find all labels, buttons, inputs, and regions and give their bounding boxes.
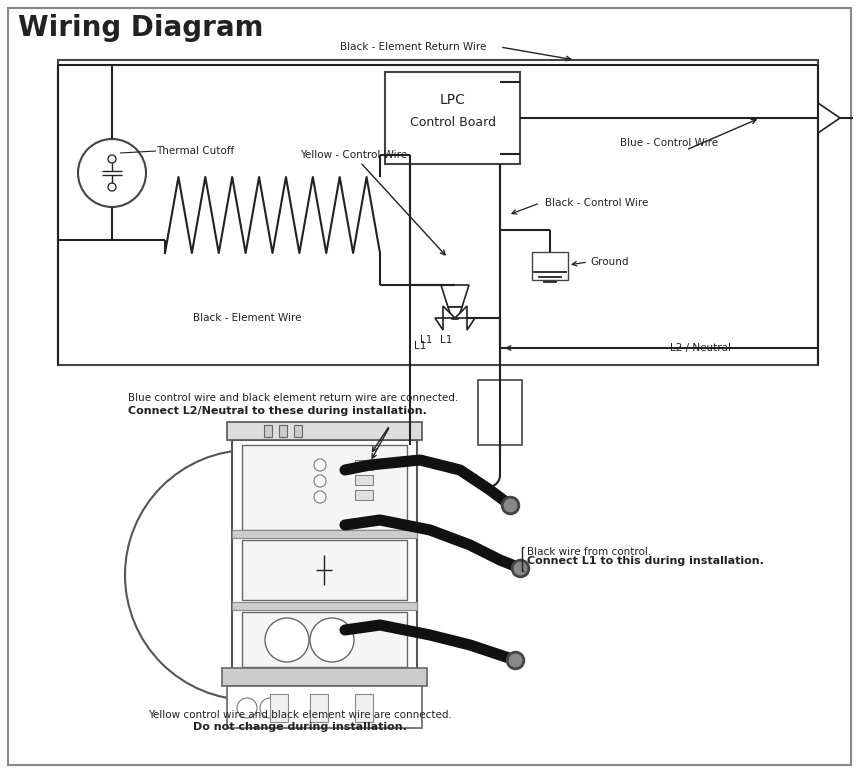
Bar: [478, 380, 522, 445]
Bar: [232, 440, 417, 695]
Text: Blue - Control Wire: Blue - Control Wire: [620, 138, 718, 148]
Polygon shape: [441, 285, 469, 307]
Text: Control Board: Control Board: [410, 115, 496, 128]
Text: L1: L1: [420, 335, 432, 345]
Bar: [310, 694, 328, 722]
Bar: [270, 694, 288, 722]
Polygon shape: [448, 307, 462, 319]
Bar: [242, 612, 407, 667]
Bar: [355, 475, 373, 485]
Text: Wiring Diagram: Wiring Diagram: [18, 14, 264, 42]
Bar: [227, 422, 422, 440]
Polygon shape: [435, 306, 455, 330]
Circle shape: [237, 698, 257, 718]
Circle shape: [265, 618, 309, 662]
Bar: [242, 540, 407, 600]
Bar: [355, 694, 373, 722]
Circle shape: [108, 155, 116, 163]
Text: Blue control wire and black element return wire are connected.: Blue control wire and black element retu…: [128, 393, 458, 403]
Circle shape: [314, 491, 326, 503]
Text: Black - Element Wire: Black - Element Wire: [192, 313, 302, 323]
Text: Black - Control Wire: Black - Control Wire: [545, 198, 649, 208]
Text: Yellow control wire and black element wire are connected.: Yellow control wire and black element wi…: [148, 710, 452, 720]
Bar: [232, 602, 417, 610]
Circle shape: [310, 618, 354, 662]
Bar: [58, 60, 818, 365]
Bar: [355, 490, 373, 500]
Circle shape: [78, 139, 146, 207]
Text: Yellow - Control Wire: Yellow - Control Wire: [300, 150, 407, 160]
Bar: [222, 668, 427, 686]
Text: Black wire from control.: Black wire from control.: [527, 547, 651, 557]
Text: Connect L1 to this during installation.: Connect L1 to this during installation.: [527, 556, 764, 566]
Bar: [242, 445, 407, 530]
Circle shape: [314, 459, 326, 471]
Polygon shape: [818, 103, 840, 133]
Circle shape: [260, 698, 280, 718]
Circle shape: [108, 183, 116, 191]
Bar: [227, 686, 422, 728]
Text: Thermal Cutoff: Thermal Cutoff: [156, 146, 235, 156]
Circle shape: [125, 450, 375, 700]
Bar: [385, 72, 520, 164]
Text: L1: L1: [414, 341, 426, 351]
Bar: [294, 425, 302, 437]
Text: Do not change during installation.: Do not change during installation.: [193, 722, 407, 732]
Text: Ground: Ground: [590, 257, 629, 267]
Polygon shape: [455, 306, 475, 330]
Bar: [532, 252, 568, 280]
Text: L1: L1: [440, 335, 453, 345]
Bar: [232, 530, 417, 538]
Bar: [279, 425, 287, 437]
Bar: [264, 425, 272, 437]
Text: Connect L2/Neutral to these during installation.: Connect L2/Neutral to these during insta…: [128, 406, 427, 416]
Text: L2 / Neutral: L2 / Neutral: [670, 343, 731, 353]
Bar: [355, 460, 373, 470]
Text: Black - Element Return Wire: Black - Element Return Wire: [340, 42, 486, 52]
Circle shape: [314, 475, 326, 487]
Text: LPC: LPC: [440, 93, 466, 107]
